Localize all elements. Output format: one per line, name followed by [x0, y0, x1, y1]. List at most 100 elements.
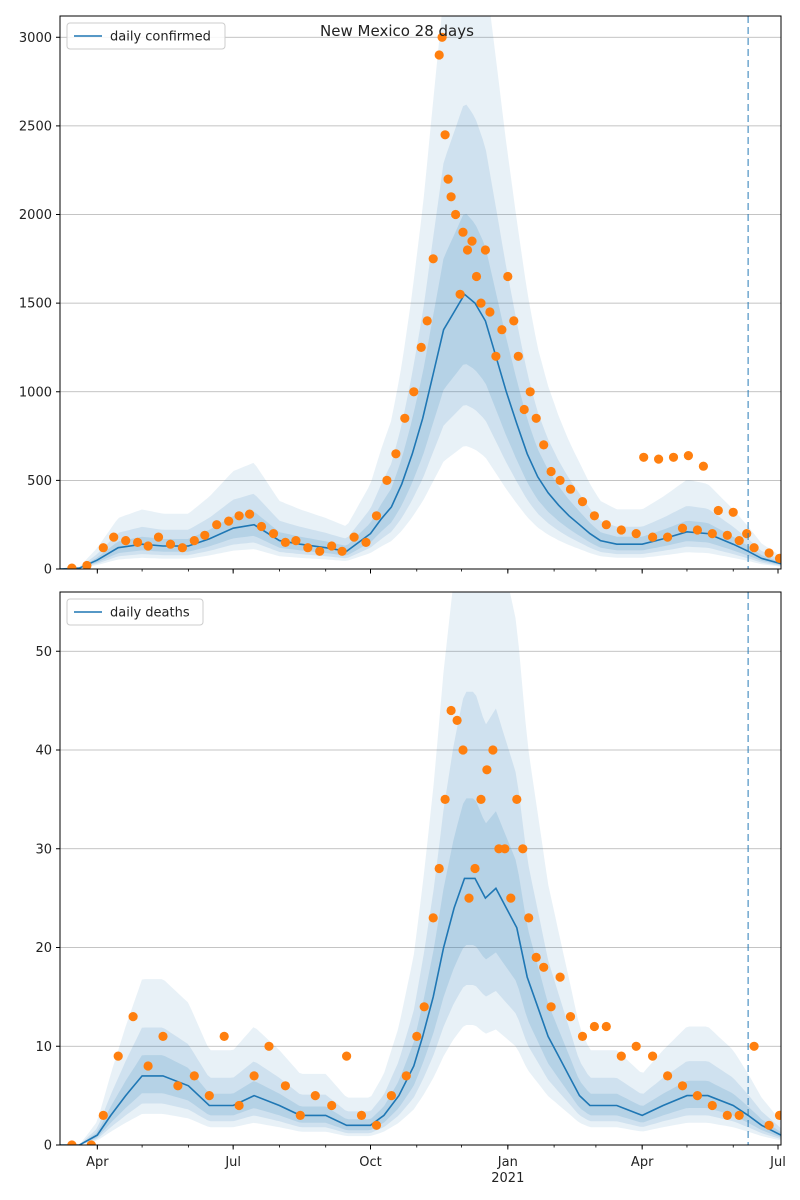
y-tick-label: 0: [44, 563, 52, 578]
data-point: [82, 560, 92, 569]
data-point: [133, 537, 143, 548]
data-point: [401, 1071, 411, 1081]
data-point: [518, 844, 528, 854]
data-point: [446, 192, 456, 202]
data-point: [555, 972, 565, 982]
data-point: [109, 532, 119, 542]
data-point: [113, 1051, 123, 1061]
data-point: [234, 511, 244, 521]
y-tick-label: 1000: [19, 385, 52, 400]
series-line: [60, 877, 781, 1145]
legend-label: daily confirmed: [110, 30, 211, 45]
data-point: [173, 1081, 183, 1091]
data-point: [204, 1091, 214, 1101]
x-tick-label: Apr: [631, 1155, 654, 1170]
data-point: [503, 271, 513, 282]
data-point: [400, 413, 410, 423]
data-point: [256, 521, 267, 532]
data-point: [555, 475, 565, 485]
data-point: [749, 543, 759, 553]
data-point: [189, 536, 199, 546]
data-point: [531, 952, 541, 963]
data-point: [428, 913, 438, 923]
data-point: [200, 530, 210, 540]
data-point: [631, 1041, 641, 1051]
data-point: [512, 794, 522, 805]
data-point: [677, 1081, 688, 1091]
data-point: [391, 449, 401, 459]
data-point: [525, 387, 535, 397]
data-point: [470, 863, 480, 874]
data-point: [480, 245, 490, 255]
data-point: [648, 1051, 658, 1061]
data-point: [519, 404, 529, 415]
data-point: [707, 1100, 717, 1111]
data-point: [774, 1110, 781, 1120]
data-point: [121, 536, 131, 546]
data-point: [219, 1031, 229, 1041]
data-point: [458, 227, 468, 237]
data-point: [485, 307, 495, 317]
data-point: [434, 50, 444, 60]
x-tick-label: Jul: [224, 1155, 241, 1170]
data-point: [128, 1012, 138, 1022]
data-point: [648, 532, 658, 542]
data-point: [455, 289, 465, 299]
data-point: [546, 1002, 556, 1012]
data-point: [471, 271, 482, 282]
y-tick-label: 20: [35, 941, 52, 956]
data-point: [264, 1041, 274, 1051]
data-point: [722, 530, 732, 540]
data-point: [224, 516, 234, 526]
deaths-panel: 0 10 20 30 40 50 Apr Jul Oct Jan Apr Jul 2021 daily d…: [35, 591, 786, 1186]
y-tick-label: 10: [35, 1040, 52, 1055]
data-point: [601, 520, 611, 530]
data-point: [342, 1051, 352, 1061]
data-point: [446, 705, 456, 716]
data-point: [476, 298, 486, 308]
data-point: [234, 1100, 244, 1111]
data-point: [189, 1071, 199, 1081]
data-point: [734, 1110, 744, 1120]
data-point: [577, 1031, 588, 1041]
data-point: [764, 548, 774, 558]
data-point: [86, 1140, 96, 1145]
data-point: [577, 497, 588, 507]
data-point: [698, 461, 709, 471]
data-point: [280, 537, 290, 548]
data-point: [692, 1091, 703, 1101]
data-point: [546, 466, 556, 477]
y-tick-label: 2000: [19, 208, 52, 223]
data-point: [416, 342, 426, 352]
x-tick-label: Oct: [359, 1155, 381, 1170]
data-point: [734, 536, 744, 546]
confirmed-panel: 0 500 1000 1500 2000 2500 3000 daily confirmed: [19, 15, 782, 578]
data-point: [713, 505, 723, 516]
data-point: [482, 765, 492, 775]
data-point: [440, 130, 450, 140]
data-point: [491, 351, 501, 361]
data-point: [464, 893, 474, 903]
x-year-label: 2021: [491, 1171, 524, 1186]
data-point: [386, 1091, 396, 1101]
legend-box: [66, 22, 226, 50]
data-point: [692, 525, 703, 535]
data-point: [654, 454, 664, 464]
data-point: [437, 32, 447, 42]
data-point: [513, 351, 523, 361]
data-point: [371, 511, 382, 521]
data-point: [422, 316, 432, 326]
data-point: [327, 541, 337, 551]
data-point: [356, 1110, 367, 1120]
data-point: [245, 509, 255, 519]
data-point: [412, 1031, 422, 1041]
data-point: [467, 236, 477, 246]
data-point: [565, 1012, 576, 1022]
y-tick-label: 0: [44, 1139, 52, 1154]
data-point: [419, 1002, 429, 1012]
data-point: [539, 962, 549, 972]
data-point: [315, 546, 325, 556]
chart-title: New Mexico 28 days: [320, 22, 474, 40]
data-point: [158, 1031, 168, 1041]
